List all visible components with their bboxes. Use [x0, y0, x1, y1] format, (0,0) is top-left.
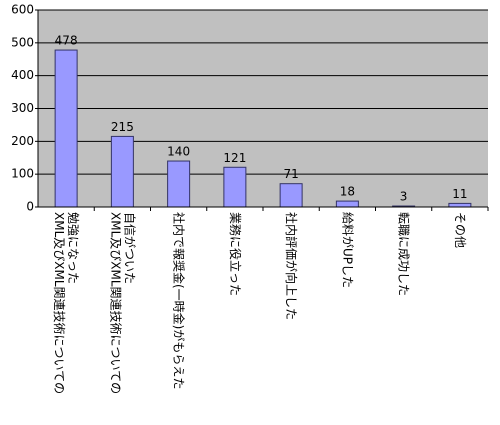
- x-tick-label: 社内で報奨金(一時金)がもらえた: [171, 212, 186, 390]
- y-tick-label: 400: [11, 68, 34, 82]
- y-tick-label: 200: [11, 134, 34, 148]
- bar: [223, 166, 247, 208]
- value-label: 71: [283, 167, 298, 181]
- y-tick-label: 300: [11, 101, 34, 115]
- value-label: 3: [400, 190, 408, 204]
- value-label: 121: [223, 151, 246, 165]
- x-tick-label: 社内評価が向上した: [284, 212, 299, 321]
- bar: [448, 202, 472, 208]
- bar: [110, 135, 134, 208]
- bar: [167, 160, 191, 208]
- y-tick-label: 0: [26, 200, 34, 214]
- bar: [54, 49, 78, 208]
- x-tick-label: 業務に役立った: [227, 212, 242, 297]
- value-label: 11: [452, 187, 467, 201]
- x-tick-label: 給料がUPした: [340, 212, 355, 289]
- y-tick-label: 600: [11, 3, 34, 17]
- value-label: 215: [111, 120, 134, 134]
- y-tick-label: 500: [11, 35, 34, 49]
- value-label: 140: [167, 145, 190, 159]
- x-tick-label: XML及びXML関連技術についての 勉強になった: [52, 212, 81, 395]
- bar: [335, 200, 359, 208]
- y-tick-label: 100: [11, 167, 34, 181]
- x-tick-label: XML及びXML関連技術についての 自信がついた: [108, 212, 137, 395]
- x-tick-label: その他: [452, 212, 467, 249]
- bar: [279, 183, 303, 208]
- x-tick-label: 転職に成功した: [396, 212, 411, 297]
- value-label: 18: [340, 185, 355, 199]
- value-label: 478: [55, 34, 78, 48]
